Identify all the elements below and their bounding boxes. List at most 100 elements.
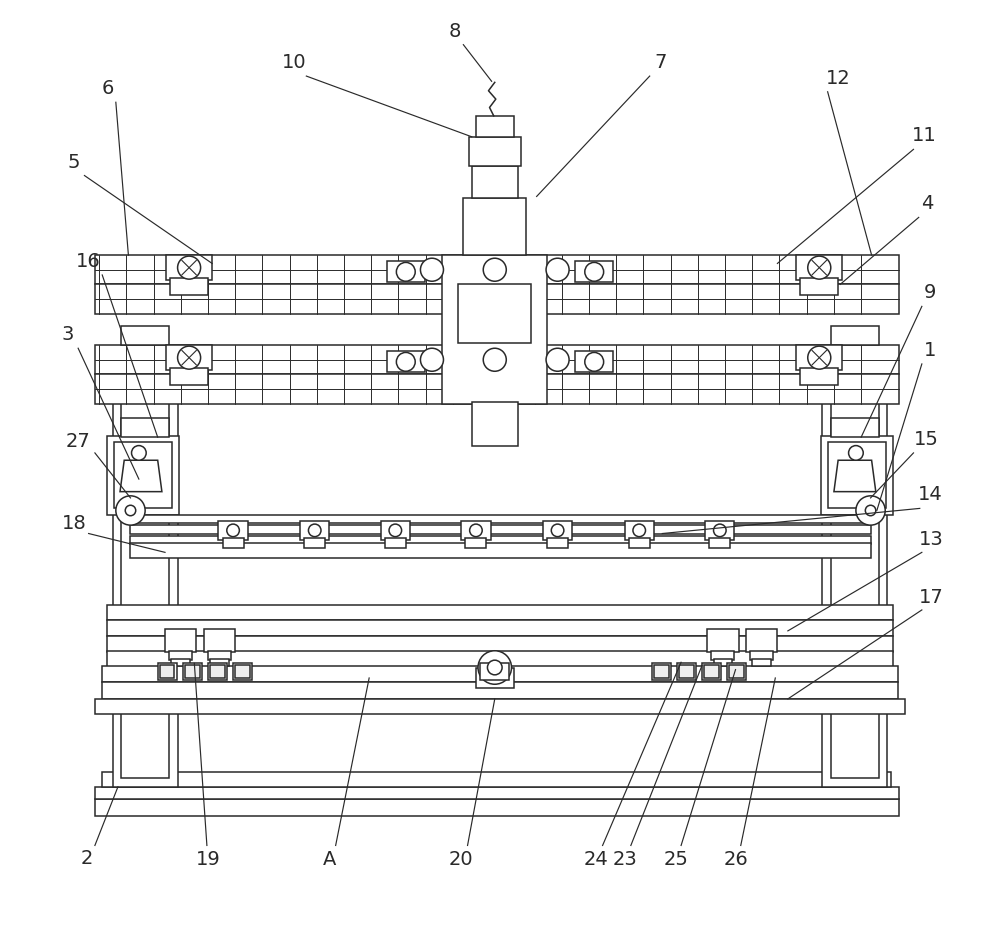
Circle shape xyxy=(551,524,564,537)
Bar xyxy=(381,521,410,540)
Circle shape xyxy=(420,258,443,281)
Bar xyxy=(130,525,871,533)
Text: 2: 2 xyxy=(80,848,93,868)
Bar xyxy=(831,326,879,345)
Circle shape xyxy=(633,524,646,537)
Circle shape xyxy=(178,256,201,280)
Bar xyxy=(95,787,899,800)
Bar xyxy=(800,278,838,295)
Text: 8: 8 xyxy=(449,21,461,41)
Bar xyxy=(750,651,773,660)
Text: 19: 19 xyxy=(196,850,220,869)
Text: 14: 14 xyxy=(918,486,943,504)
Circle shape xyxy=(132,445,146,460)
Text: 11: 11 xyxy=(912,126,936,145)
Bar xyxy=(208,664,227,680)
Bar xyxy=(707,629,739,651)
Circle shape xyxy=(470,524,482,537)
Bar xyxy=(204,629,235,651)
Bar xyxy=(677,664,696,680)
Circle shape xyxy=(483,258,506,281)
Bar xyxy=(575,351,613,372)
Bar xyxy=(463,198,526,255)
Bar xyxy=(831,418,879,437)
Text: 5: 5 xyxy=(68,154,80,172)
Bar xyxy=(652,664,671,680)
Text: 27: 27 xyxy=(66,432,91,451)
Bar xyxy=(480,664,509,680)
Bar xyxy=(210,665,225,678)
Bar xyxy=(170,368,208,385)
Bar xyxy=(821,436,893,514)
Circle shape xyxy=(808,256,831,280)
Bar xyxy=(476,116,514,137)
Bar xyxy=(629,538,650,548)
Text: A: A xyxy=(323,850,336,869)
Bar xyxy=(822,348,887,787)
Circle shape xyxy=(389,524,402,537)
Bar xyxy=(130,543,871,557)
Bar xyxy=(102,682,898,699)
Bar xyxy=(387,261,425,282)
Text: 10: 10 xyxy=(281,53,306,72)
Bar xyxy=(171,659,190,666)
Text: 20: 20 xyxy=(449,850,474,869)
Bar xyxy=(476,667,514,689)
Circle shape xyxy=(546,258,569,281)
Bar xyxy=(800,368,838,385)
Bar xyxy=(442,255,547,404)
Bar xyxy=(114,443,172,508)
Bar xyxy=(102,773,891,787)
Text: 16: 16 xyxy=(76,252,101,271)
Bar xyxy=(714,659,732,666)
Text: 6: 6 xyxy=(101,79,114,98)
Circle shape xyxy=(396,263,415,281)
Bar xyxy=(158,664,177,680)
Bar xyxy=(95,255,899,284)
Bar xyxy=(185,665,200,678)
Circle shape xyxy=(227,524,239,537)
Bar xyxy=(95,699,905,714)
Circle shape xyxy=(808,346,831,369)
Bar xyxy=(102,666,898,682)
Bar xyxy=(458,284,531,343)
Bar xyxy=(218,521,248,540)
Bar xyxy=(107,605,893,621)
Bar xyxy=(704,665,719,678)
Bar xyxy=(166,345,212,370)
Circle shape xyxy=(396,352,415,371)
Bar xyxy=(709,538,730,548)
Bar xyxy=(752,659,771,666)
Bar xyxy=(472,402,518,445)
Circle shape xyxy=(856,496,885,525)
Circle shape xyxy=(478,651,512,684)
Text: 12: 12 xyxy=(826,69,850,88)
Bar xyxy=(746,629,777,651)
Bar xyxy=(702,664,721,680)
Bar xyxy=(387,351,425,372)
Text: 15: 15 xyxy=(914,430,938,449)
Bar xyxy=(107,621,893,637)
Circle shape xyxy=(116,496,145,525)
Bar xyxy=(165,629,196,651)
Bar xyxy=(796,345,842,370)
Bar xyxy=(679,665,694,678)
Bar xyxy=(235,665,250,678)
Bar xyxy=(831,348,879,778)
Circle shape xyxy=(714,524,726,537)
Text: 24: 24 xyxy=(584,850,609,869)
Text: 25: 25 xyxy=(663,850,688,869)
Bar xyxy=(107,651,893,667)
Bar xyxy=(385,538,406,548)
Circle shape xyxy=(308,524,321,537)
Bar xyxy=(95,284,899,314)
Bar xyxy=(160,665,174,678)
Bar xyxy=(654,665,669,678)
Bar xyxy=(170,278,208,295)
Bar xyxy=(95,800,899,816)
Circle shape xyxy=(865,505,876,515)
Text: 9: 9 xyxy=(924,283,936,302)
Circle shape xyxy=(125,505,136,515)
Bar xyxy=(304,538,325,548)
Bar xyxy=(166,255,212,281)
